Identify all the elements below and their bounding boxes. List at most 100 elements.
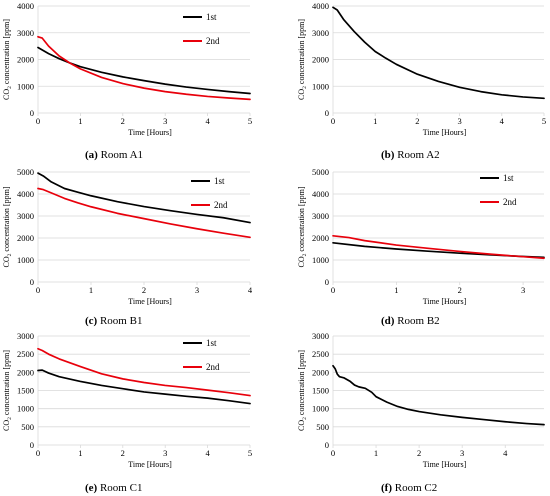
x-tick-label: 0: [36, 116, 40, 126]
series-line-data: [332, 6, 545, 100]
y-tick-label: 500: [21, 422, 34, 432]
panel-caption: (d) Room B2: [381, 315, 440, 327]
x-tick-label: 0: [331, 116, 335, 126]
legend-label: 1st: [214, 176, 225, 186]
panel-caption: (e) Room C1: [85, 482, 142, 494]
legend-label: 2nd: [206, 36, 220, 46]
x-tick-label: 3: [195, 285, 199, 295]
chart-panel-6: 0 500 1000 1500 2000 2500 3000 0 1 2 3 4 Time [Hours…: [297, 331, 545, 494]
y-tick-label: 0: [30, 108, 34, 118]
x-tick-label: 2: [415, 116, 419, 126]
y-tick-label: 2000: [17, 367, 34, 377]
y-tick-label: 3000: [312, 331, 329, 341]
y-tick-label: 0: [325, 108, 329, 118]
y-tick-label: 5000: [312, 167, 329, 177]
x-tick-label: 2: [142, 285, 146, 295]
x-tick-label: 3: [163, 448, 167, 458]
x-tick-label: 0: [331, 448, 335, 458]
y-axis-title: CO2 concentration [ppm]: [297, 19, 308, 100]
x-tick-label: 0: [36, 285, 40, 295]
y-axis-title: CO2 concentration [ppm]: [297, 350, 308, 431]
y-tick-label: 2000: [17, 233, 34, 243]
x-tick-label: 0: [331, 285, 335, 295]
x-tick-label: 2: [121, 116, 125, 126]
y-tick-label: 3000: [17, 331, 34, 341]
x-tick-label: 4: [500, 116, 505, 126]
legend-label: 1st: [206, 338, 217, 348]
y-tick-label: 1000: [312, 255, 329, 265]
y-tick-label: 2000: [312, 367, 329, 377]
panel-caption: (a) Room A1: [85, 149, 143, 161]
y-tick-label: 0: [325, 440, 329, 450]
y-tick-label: 0: [30, 440, 34, 450]
x-tick-label: 1: [89, 285, 93, 295]
chart-panel-1: 0 1000 2000 3000 4000 0 1 2 3 4 5 Time [Hours] CO2 c…: [2, 1, 252, 161]
x-tick-label: 1: [373, 116, 377, 126]
legend-label: 1st: [206, 12, 217, 22]
x-tick-label: 3: [457, 116, 461, 126]
y-tick-label: 4000: [17, 189, 34, 199]
y-tick-label: 3000: [312, 28, 329, 38]
legend-label: 2nd: [503, 197, 517, 207]
y-tick-label: 0: [30, 277, 34, 287]
panel-caption: (b) Room A2: [381, 149, 440, 161]
x-tick-label: 2: [458, 285, 462, 295]
y-tick-label: 2500: [17, 349, 34, 359]
x-axis-title: Time [Hours]: [128, 297, 172, 306]
legend-label: 2nd: [206, 362, 220, 372]
series-line-1st: [37, 369, 251, 405]
x-tick-label: 2: [417, 448, 421, 458]
y-tick-label: 4000: [312, 189, 329, 199]
y-tick-label: 0: [325, 277, 329, 287]
x-tick-label: 3: [460, 448, 464, 458]
x-tick-label: 0: [36, 448, 40, 458]
x-tick-label: 5: [542, 116, 546, 126]
y-tick-label: 2000: [17, 55, 34, 65]
series-line-1st: [37, 46, 251, 95]
panel-caption: (f) Room C2: [381, 482, 437, 494]
x-axis-title: Time [Hours]: [128, 460, 172, 469]
legend-label: 2nd: [214, 200, 228, 210]
x-tick-label: 4: [248, 285, 253, 295]
x-tick-label: 1: [374, 448, 378, 458]
series-line-1st: [37, 172, 251, 224]
y-tick-label: 1500: [312, 386, 329, 396]
y-axis-title: CO2 concentration [ppm]: [297, 186, 308, 267]
y-tick-label: 1000: [17, 81, 34, 91]
legend-label: 1st: [503, 173, 514, 183]
y-tick-label: 2000: [312, 233, 329, 243]
y-tick-label: 4000: [312, 1, 329, 11]
x-tick-label: 3: [521, 285, 525, 295]
x-tick-label: 2: [121, 448, 125, 458]
y-tick-label: 2000: [312, 55, 329, 65]
y-tick-label: 500: [316, 422, 329, 432]
chart-panel-5: 0 500 1000 1500 2000 2500 3000 0 1 2 3 4 5 Time [Hour…: [2, 331, 252, 494]
y-tick-label: 2500: [312, 349, 329, 359]
series-line-data: [332, 364, 545, 426]
y-axis-title: CO2 concentration [ppm]: [2, 186, 13, 267]
x-tick-label: 1: [78, 116, 82, 126]
y-tick-label: 1000: [312, 81, 329, 91]
y-axis-title: CO2 concentration [ppm]: [2, 19, 13, 100]
x-tick-label: 5: [248, 448, 252, 458]
x-axis-title: Time [Hours]: [423, 460, 467, 469]
x-axis-title: Time [Hours]: [423, 128, 467, 137]
y-tick-label: 3000: [17, 211, 34, 221]
y-tick-label: 3000: [312, 211, 329, 221]
x-tick-label: 4: [205, 448, 210, 458]
chart-panel-4: 0 1000 2000 3000 4000 5000 0 1 2 3 Time [Hours] CO2…: [297, 167, 545, 327]
x-axis-title: Time [Hours]: [128, 128, 172, 137]
series-line-2nd: [37, 347, 251, 397]
y-axis-title: CO2 concentration [ppm]: [2, 350, 13, 431]
y-tick-label: 5000: [17, 167, 34, 177]
series-line-2nd: [37, 35, 251, 101]
y-tick-label: 3000: [17, 28, 34, 38]
x-tick-label: 1: [394, 285, 398, 295]
series-line-2nd: [332, 234, 545, 260]
x-tick-label: 4: [205, 116, 210, 126]
y-tick-label: 1500: [17, 386, 34, 396]
x-tick-label: 1: [78, 448, 82, 458]
panel-caption: (c) Room B1: [85, 315, 142, 327]
series-line-2nd: [37, 187, 251, 239]
